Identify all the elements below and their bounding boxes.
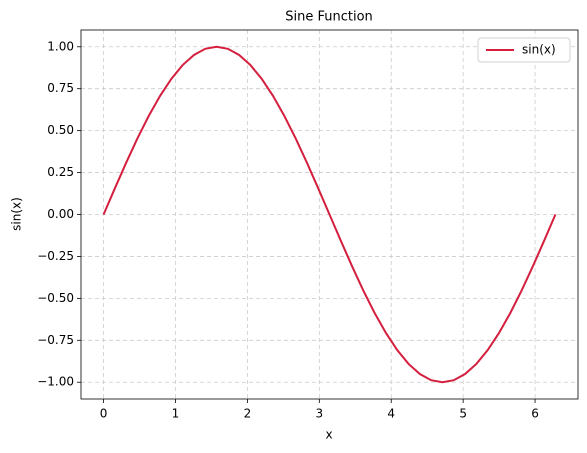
y-tick-label: 0.50 [47,123,74,137]
y-tick-label: 0.00 [47,207,74,221]
x-tick-label: 6 [531,407,539,421]
chart-title: Sine Function [285,10,373,25]
legend-box [477,37,571,63]
y-tick-label: −0.25 [37,249,74,263]
x-tick-label: 1 [172,407,180,421]
x-axis-label: x [325,428,332,442]
x-tick-label: 4 [387,407,395,421]
y-tick-label: −0.50 [37,291,74,305]
y-axis-label: sin(x) [10,197,24,231]
y-tick-label: −1.00 [37,375,74,389]
y-tick-label: 0.25 [47,165,74,179]
line-series [102,45,557,384]
plot-frame [80,29,579,400]
x-tick-label: 2 [244,407,252,421]
x-tick-label: 5 [459,407,467,421]
y-tick-label: −0.75 [37,333,74,347]
legend-label: sin(x) [522,43,556,57]
x-tick-label: 0 [100,407,108,421]
x-tick-label: 3 [316,407,324,421]
y-tick-label: 1.00 [47,39,74,53]
y-tick-label: 0.75 [47,81,74,95]
